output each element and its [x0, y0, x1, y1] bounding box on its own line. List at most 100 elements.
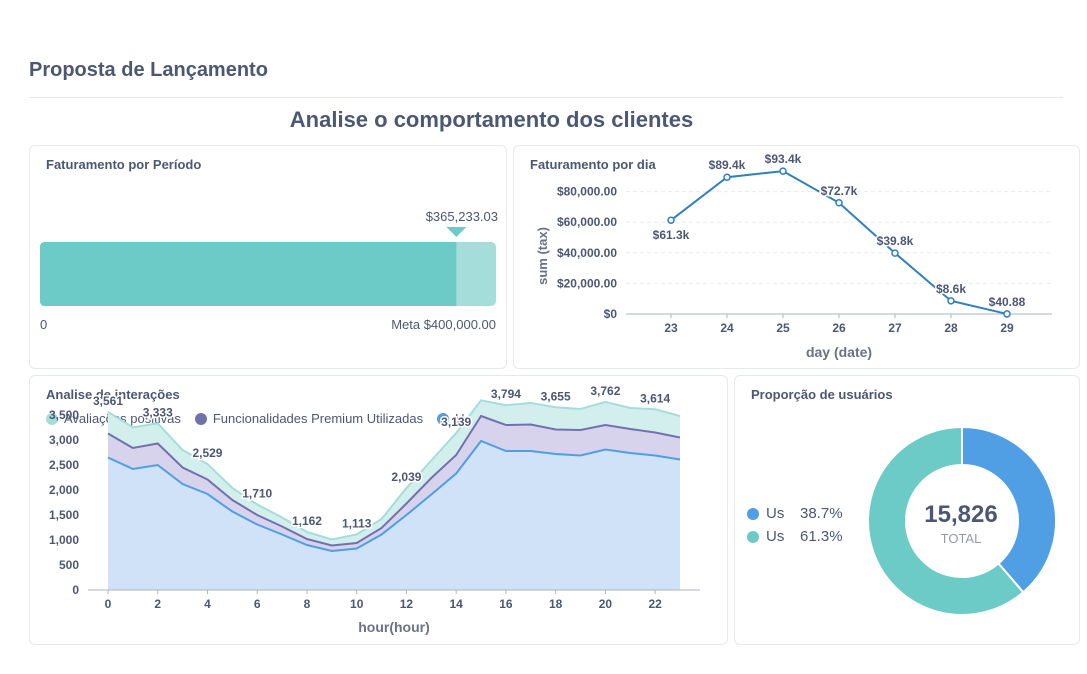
- y-tick-label: 3,500: [49, 408, 79, 422]
- y-axis-label: sum (tax): [535, 227, 550, 285]
- y-tick-label: 2,000: [49, 483, 79, 497]
- legend-item-premium[interactable]: Funcionalidades Premium Utilizadas: [194, 411, 424, 426]
- data-label: 1,710: [242, 487, 272, 501]
- data-label: $40.88: [989, 295, 1026, 309]
- pie-legend-percent: 61.3%: [800, 528, 843, 545]
- x-tick-label: 23: [664, 321, 678, 335]
- data-label: $39.8k: [877, 234, 914, 248]
- y-tick-label: 0: [72, 583, 79, 597]
- legend-label: Avaliações positivas: [64, 411, 181, 426]
- y-tick-label: $20,000.00: [557, 276, 617, 290]
- x-tick-label: 26: [832, 321, 846, 335]
- progress-start-label: 0: [40, 317, 47, 332]
- donut-total-value: 15,826: [924, 501, 998, 528]
- donut-total-label: TOTAL: [940, 531, 982, 546]
- area-series-line: [107, 399, 681, 541]
- x-tick-label: 27: [888, 321, 902, 335]
- x-tick-label: 2: [154, 597, 161, 611]
- line-chart: $0 $20,000.00 $40,000.00 $60,000.00 $80,000.…: [535, 151, 1052, 360]
- x-axis-label: day (date): [806, 344, 872, 360]
- area-chart: 0 500 1,000 1,500 2,000 2,500 3,000 3,500 0 2 4 6 8…: [49, 382, 700, 635]
- data-label: 3,139: [441, 415, 471, 429]
- data-label: $89.4k: [709, 158, 746, 172]
- line-card-title[interactable]: Faturamento por dia: [530, 157, 656, 172]
- y-tick-label: 500: [59, 558, 79, 572]
- line-card: Faturamento por dia $0 $20,000.00 $40,000.…: [513, 145, 1080, 369]
- line-point[interactable]: [1003, 310, 1011, 318]
- line-point[interactable]: [667, 216, 675, 224]
- line-point[interactable]: [723, 173, 731, 181]
- x-tick-label: 10: [350, 597, 364, 611]
- area-series-line: [107, 439, 681, 553]
- data-label: 3,762: [590, 384, 620, 398]
- x-tick-label: 29: [1000, 321, 1014, 335]
- y-tick-label: 3,000: [49, 433, 79, 447]
- x-tick-label: 25: [776, 321, 790, 335]
- pie-legend-item[interactable]: Us 38.7%: [747, 502, 843, 525]
- data-label: $72.7k: [821, 184, 858, 198]
- x-tick-label: 22: [648, 597, 662, 611]
- pie-legend: Us 38.7% Us 61.3%: [747, 502, 843, 548]
- x-tick-label: 20: [599, 597, 613, 611]
- x-tick-label: 18: [549, 597, 563, 611]
- area-card: Analise de interações Avaliações positiv…: [29, 375, 728, 645]
- line-point[interactable]: [835, 199, 843, 207]
- progress-goal-label: Meta $400,000.00: [391, 317, 496, 332]
- data-label: 3,333: [143, 405, 173, 419]
- donut-slice[interactable]: [867, 425, 1025, 616]
- x-tick-label: 14: [449, 597, 463, 611]
- donut-slice[interactable]: [961, 425, 1057, 594]
- line-point[interactable]: [891, 249, 899, 257]
- y-tick-label: 1,000: [49, 533, 79, 547]
- legend-dot: [194, 412, 207, 425]
- legend-dot: [46, 412, 58, 425]
- progress-marker-arrow: [446, 227, 467, 237]
- x-tick-label: 8: [304, 597, 311, 611]
- y-tick-label: $0: [604, 307, 618, 321]
- data-label: 3,655: [541, 389, 571, 403]
- progress-fill-bar: [40, 242, 457, 306]
- pie-legend-name: Us: [766, 528, 785, 545]
- legend-item-avaliacoes[interactable]: Avaliações positivas: [46, 411, 181, 426]
- area-series-fill: [108, 441, 680, 590]
- progress-value-label: $365,233.03: [426, 209, 498, 224]
- data-label: 2,039: [391, 470, 421, 484]
- page-title: Proposta de Lançamento: [29, 59, 268, 81]
- legend-dot: [437, 412, 450, 425]
- x-tick-label: 16: [499, 597, 513, 611]
- line-point[interactable]: [947, 297, 955, 305]
- pie-legend-item[interactable]: Us 61.3%: [747, 525, 843, 548]
- donut-chart: [867, 425, 1057, 616]
- data-label: 3,561: [93, 394, 123, 408]
- x-tick-label: 6: [254, 597, 261, 611]
- progress-card: Faturamento por Período $365,233.03 0 Me…: [29, 145, 507, 369]
- data-label: 3,614: [640, 391, 670, 405]
- y-tick-label: $40,000.00: [557, 246, 617, 260]
- y-tick-label: 1,500: [49, 508, 79, 522]
- legend-dot: [747, 530, 759, 543]
- y-tick-label: 2,500: [49, 458, 79, 472]
- x-tick-label: 0: [105, 597, 112, 611]
- area-series-fill: [108, 400, 680, 546]
- area-series-line: [107, 414, 681, 547]
- data-label: $61.3k: [653, 228, 690, 242]
- progress-card-title[interactable]: Faturamento por Período: [46, 157, 202, 172]
- x-tick-label: 12: [400, 597, 414, 611]
- area-card-title[interactable]: Analise de interações: [46, 387, 180, 402]
- legend-dot: [747, 507, 759, 520]
- x-tick-label: 4: [204, 597, 211, 611]
- data-label: 2,529: [192, 446, 222, 460]
- y-tick-label: $80,000.00: [557, 185, 617, 199]
- donut-total: 15,826 TOTAL: [871, 501, 1051, 546]
- x-tick-label: 28: [944, 321, 958, 335]
- data-label: $8.6k: [936, 282, 966, 296]
- line-point[interactable]: [779, 167, 787, 175]
- dashboard-heading: Analise o comportamento dos clientes: [289, 107, 694, 132]
- legend-label: Funcionalidades Premium Utilizadas: [212, 411, 424, 426]
- x-axis-label: hour(hour): [358, 619, 430, 635]
- donut-card: Proporção de usuários Us 38.7% Us 61.3% …: [734, 375, 1080, 645]
- pie-legend-percent: 38.7%: [800, 505, 843, 522]
- data-label: 1,113: [342, 516, 372, 530]
- donut-card-title[interactable]: Proporção de usuários: [751, 387, 893, 402]
- data-label: 3,794: [491, 387, 521, 401]
